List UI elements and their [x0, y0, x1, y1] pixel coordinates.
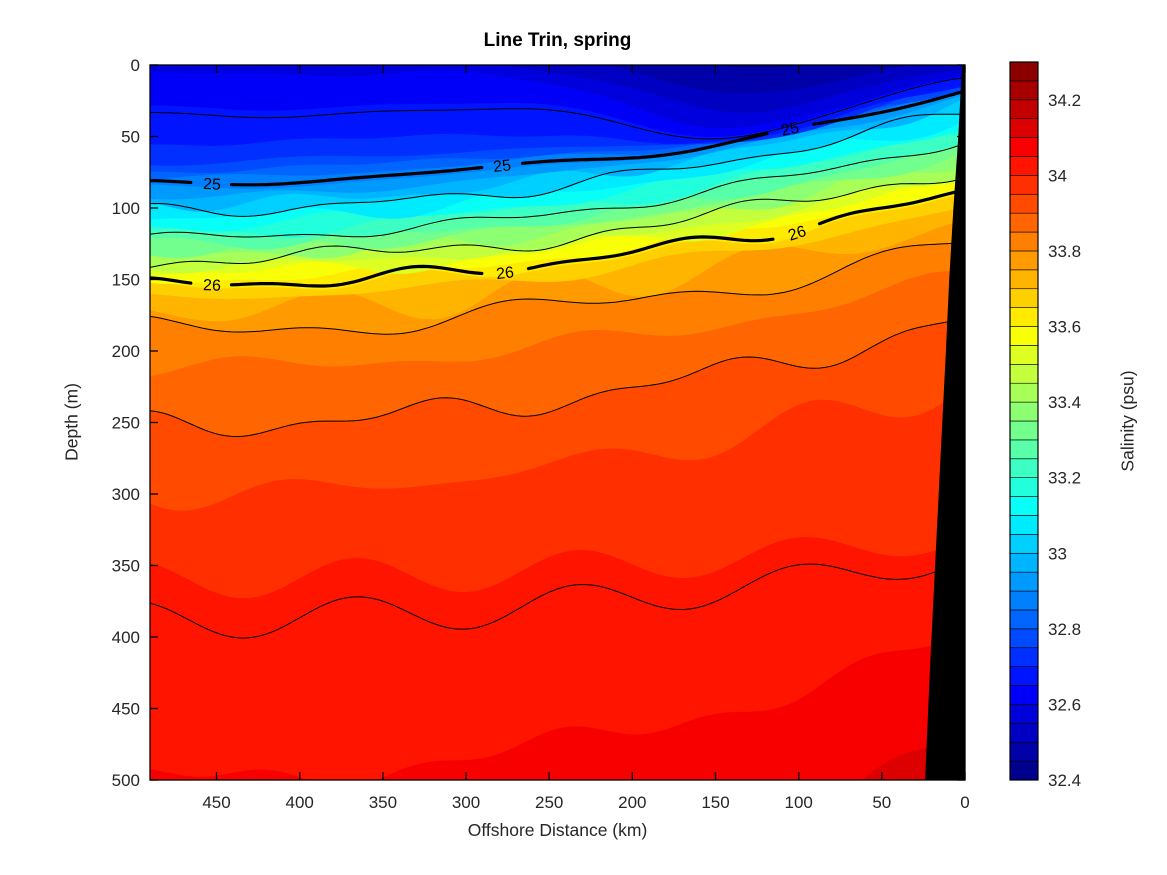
salinity-field: 25 25 25 26 26 26: [150, 65, 965, 780]
contour-label: 25: [203, 176, 222, 194]
density-contour-thick: [229, 264, 484, 288]
y-tick-label: 450: [112, 700, 140, 719]
y-tick-label: 250: [112, 414, 140, 433]
density-contour-thin: [150, 177, 965, 268]
contour-label: 26: [786, 223, 808, 245]
y-tick-label: 100: [112, 199, 140, 218]
density-contour-thick: [520, 132, 769, 165]
density-contour-thick: [811, 89, 965, 126]
colorbar-tick-label: 33.2: [1048, 469, 1081, 488]
colorbar-label: Salinity (psu): [1117, 370, 1138, 472]
x-tick-label: 300: [452, 793, 480, 812]
colorbar: 32.4 32.6 32.8 33 33.2 33.4 33.6 33.8 34 34.2: [1009, 61, 1081, 790]
colorbar-tick-label: 32.4: [1048, 771, 1081, 790]
x-tick-label: 150: [701, 793, 729, 812]
density-contour-thick: [150, 179, 193, 185]
x-tick-label: 450: [202, 793, 230, 812]
x-axis-label: Offshore Distance (km): [467, 820, 648, 840]
colorbar-tick-label: 32.8: [1048, 620, 1081, 639]
axes: 450 400 350 300 250 200 150 100 50 00501001502002…: [112, 56, 970, 812]
y-tick-label: 150: [112, 271, 140, 290]
colorbar-tick-label: 33.6: [1048, 318, 1081, 337]
y-tick-label: 200: [112, 342, 140, 361]
colorbar-tick-label: 33: [1048, 544, 1067, 563]
colorbar-tick-label: 32.6: [1048, 695, 1081, 714]
density-contour-thick: [526, 235, 775, 271]
colorbar-tick-label: 33.4: [1048, 393, 1081, 412]
x-tick-label: 50: [872, 793, 891, 812]
y-tick-label: 300: [112, 485, 140, 504]
x-tick-label: 250: [535, 793, 563, 812]
y-tick-label: 0: [131, 56, 140, 75]
land-bathymetry-mask: [925, 65, 965, 780]
y-tick-label: 50: [121, 128, 140, 147]
colorbar-tick-label: 33.8: [1048, 242, 1081, 261]
plot-title: Line Trin, spring: [483, 30, 632, 51]
contour-label: 25: [492, 157, 512, 176]
density-contour-thick: [229, 165, 484, 187]
density-contour-thin: [150, 142, 965, 238]
density-contour-thin: [150, 77, 965, 140]
density-contour-thin: [150, 557, 965, 639]
density-contour-thick: [150, 276, 193, 285]
y-tick-label: 400: [112, 628, 140, 647]
y-tick-label: 500: [112, 771, 140, 790]
x-tick-label: 400: [286, 793, 314, 812]
density-contour-thin: [150, 113, 965, 217]
colorbar-tick-label: 34.2: [1048, 91, 1081, 110]
contour-label: 25: [780, 120, 801, 140]
contour-label: 26: [495, 264, 515, 283]
contour-label: 26: [203, 277, 221, 295]
y-axis-label: Depth (m): [61, 383, 82, 461]
x-tick-label: 350: [369, 793, 397, 812]
density-contour-thin: [150, 241, 965, 335]
x-tick-label: 200: [618, 793, 646, 812]
x-tick-label: 0: [960, 793, 969, 812]
colorbar-tick-label: 34: [1048, 166, 1067, 185]
x-tick-label: 100: [785, 793, 813, 812]
density-contour-thin: [150, 317, 965, 438]
y-tick-label: 350: [112, 557, 140, 576]
density-contour-thick: [817, 188, 965, 226]
